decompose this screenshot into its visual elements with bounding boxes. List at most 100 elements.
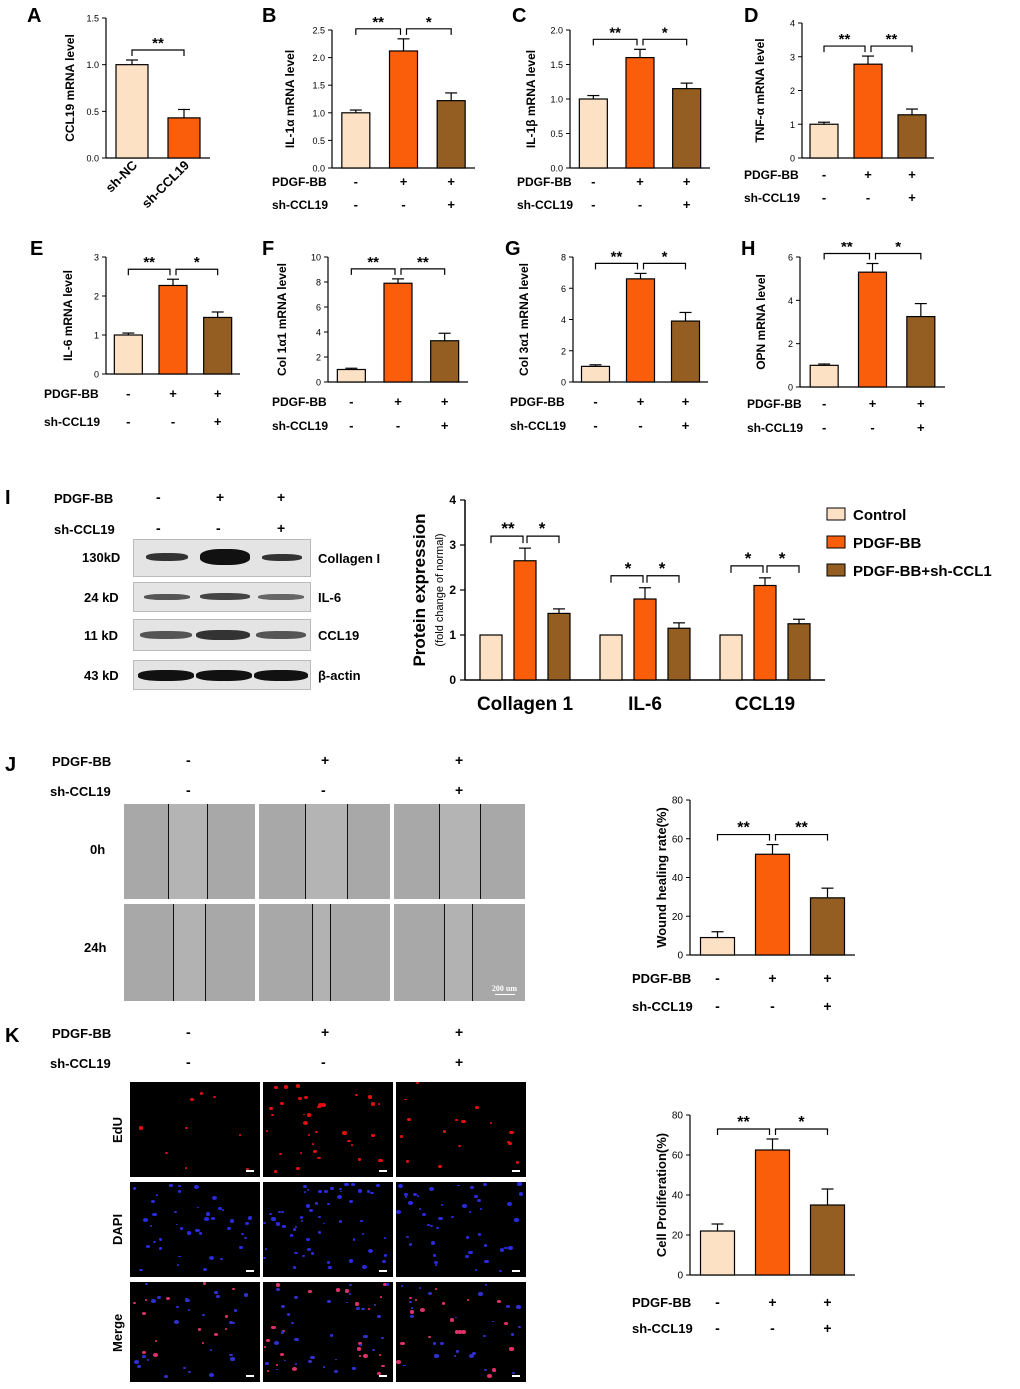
significance-label: * xyxy=(662,24,668,41)
cell-nucleus xyxy=(275,1222,280,1226)
treatment-label: sh-CCL19 xyxy=(272,198,328,212)
cell-nucleus xyxy=(379,1296,383,1299)
treatment-sign: + xyxy=(917,420,925,435)
bar xyxy=(547,612,571,681)
panel-letter-a: A xyxy=(27,5,42,27)
bar xyxy=(857,271,888,388)
y-tick-label: 40 xyxy=(672,1191,684,1202)
cell-nucleus xyxy=(472,1352,477,1356)
cell-nucleus xyxy=(302,1184,307,1188)
treatment-sign: + xyxy=(214,414,222,429)
y-axis-title: Wound healing rate(%) xyxy=(654,807,669,948)
cell-nucleus xyxy=(158,1247,162,1250)
cell-nucleus xyxy=(418,1208,421,1210)
significance-label: ** xyxy=(795,820,808,837)
cell-nucleus xyxy=(279,1101,284,1106)
cell-nucleus xyxy=(263,1256,266,1259)
y-tick-label: 6 xyxy=(316,303,321,313)
chart-d: 0 1 2 3 4 TNF-α mRNA level ** ** PDGF-BB sh-CCL19… xyxy=(744,19,934,205)
bar xyxy=(754,1149,791,1276)
blot-band xyxy=(144,594,190,600)
cell-nucleus xyxy=(329,1333,334,1337)
cell-nucleus xyxy=(274,1086,278,1089)
bar xyxy=(580,365,611,383)
treatment-sign: - xyxy=(770,1320,775,1336)
treatment-sign: - xyxy=(870,420,874,435)
y-tick-label: 4 xyxy=(561,315,566,325)
cell-nucleus xyxy=(362,1264,367,1269)
scale-bar xyxy=(246,1270,254,1272)
treatment-sign: + xyxy=(683,197,691,212)
cell-nucleus xyxy=(305,1204,311,1208)
cell-nucleus xyxy=(437,1164,443,1169)
cell-nucleus xyxy=(348,1292,352,1296)
bar xyxy=(809,897,846,956)
cell-nucleus xyxy=(150,1199,155,1204)
cell-nucleus xyxy=(382,1259,387,1264)
cell-nucleus xyxy=(317,1156,321,1160)
cell-nucleus xyxy=(508,1246,513,1250)
significance-bracket xyxy=(774,833,829,841)
edu-sign: - xyxy=(186,1024,191,1040)
cell-nucleus xyxy=(367,1094,373,1099)
cell-nucleus xyxy=(177,1189,182,1193)
y-tick-label: 6 xyxy=(788,253,793,263)
blot-sign: - xyxy=(216,520,221,536)
cell-nucleus xyxy=(281,1329,285,1333)
y-tick-label: 2.0 xyxy=(550,26,563,36)
cell-nucleus xyxy=(469,1354,474,1358)
y-tick-label: 2.0 xyxy=(312,53,325,63)
cell-nucleus xyxy=(509,1347,514,1351)
panel-letter-i: I xyxy=(5,487,11,509)
y-axis-title: IL-6 mRNA level xyxy=(61,270,75,361)
treatment-sign: + xyxy=(768,970,776,986)
cell-nucleus xyxy=(434,1354,439,1358)
wound-sign: + xyxy=(455,782,464,798)
wound-image xyxy=(124,804,255,899)
significance-bracket xyxy=(610,575,644,583)
cell-nucleus xyxy=(474,1195,478,1198)
y-axis-title: Col 1α1 mRNA level xyxy=(275,263,289,376)
y-tick-label: 4 xyxy=(449,493,456,507)
cell-nucleus xyxy=(185,1167,188,1169)
treatment-sign: + xyxy=(394,394,402,409)
bar xyxy=(897,114,927,159)
y-tick-label: 2 xyxy=(561,346,566,356)
cell-nucleus xyxy=(244,1222,249,1226)
cell-nucleus xyxy=(209,1348,213,1351)
cell-nucleus xyxy=(269,1106,273,1110)
y-tick-label: 6 xyxy=(561,284,566,294)
treatment-sign: - xyxy=(715,998,720,1014)
cell-nucleus xyxy=(321,1103,326,1107)
wound-image: 200 um xyxy=(394,904,525,1001)
y-tick-label: 0 xyxy=(316,378,321,388)
cell-nucleus xyxy=(504,1321,508,1325)
cell-nucleus xyxy=(195,1228,200,1233)
cell-nucleus xyxy=(311,1143,315,1146)
bar xyxy=(158,284,188,375)
y-tick-label: 20 xyxy=(672,1231,684,1242)
blot-band xyxy=(200,549,250,565)
cell-nucleus xyxy=(370,1102,375,1106)
cell-nucleus xyxy=(358,1158,361,1161)
cell-nucleus xyxy=(440,1204,444,1207)
cell-nucleus xyxy=(342,1131,347,1135)
significance-label: ** xyxy=(737,1114,750,1131)
cell-nucleus xyxy=(190,1097,195,1101)
cell-nucleus xyxy=(197,1327,202,1331)
cell-nucleus xyxy=(457,1330,462,1334)
cell-nucleus xyxy=(211,1195,217,1200)
cell-nucleus xyxy=(134,1360,139,1365)
bar xyxy=(672,88,702,169)
edu-sign: + xyxy=(455,1024,464,1040)
edu-image xyxy=(396,1082,526,1177)
cell-nucleus xyxy=(489,1122,492,1124)
cell-nucleus xyxy=(405,1160,409,1163)
blot-strip-il6 xyxy=(133,582,311,612)
cell-nucleus xyxy=(330,1186,334,1190)
significance-bracket xyxy=(774,1128,829,1135)
cell-nucleus xyxy=(306,1189,309,1192)
wound-sign: - xyxy=(321,782,326,798)
significance-bracket xyxy=(350,268,396,275)
edu-image xyxy=(130,1082,260,1177)
